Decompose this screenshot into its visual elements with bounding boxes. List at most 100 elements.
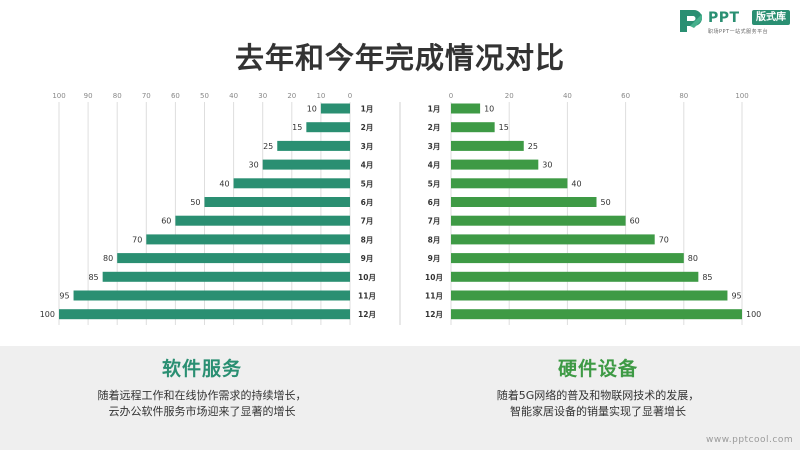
panel-hardware-title: 硬件设备 xyxy=(557,358,638,380)
right-bar xyxy=(451,197,597,207)
left-category-label: 3月 xyxy=(361,142,374,151)
left-data-label: 70 xyxy=(132,235,142,244)
right-data-label: 50 xyxy=(601,198,611,207)
left-bar xyxy=(102,271,351,282)
right-bar xyxy=(451,234,655,245)
right-tick-label: 40 xyxy=(563,92,572,100)
right-category-label: 9月 xyxy=(428,254,441,263)
right-category-label: 12月 xyxy=(425,310,443,319)
left-data-label: 85 xyxy=(88,273,98,282)
left-bar xyxy=(204,197,350,207)
left-bar xyxy=(306,122,350,133)
left-category-label: 6月 xyxy=(361,198,374,207)
page-title: 去年和今年完成情况对比 xyxy=(234,41,565,75)
left-bar xyxy=(117,253,350,264)
right-bar xyxy=(451,290,728,301)
right-category-label: 8月 xyxy=(428,235,441,244)
left-category-label: 11月 xyxy=(358,292,376,301)
panel-hardware-line-2: 智能家居设备的销量实现了显著增长 xyxy=(510,405,686,418)
right-category-label: 11月 xyxy=(425,292,443,301)
left-tick-label: 70 xyxy=(142,92,151,100)
left-category-label: 2月 xyxy=(361,123,374,132)
left-tick-label: 60 xyxy=(171,92,180,100)
brand-logo: PPT 版式库 职场PPT一站式服务平台 xyxy=(678,8,794,38)
left-category-label: 7月 xyxy=(361,217,374,226)
left-category-label: 10月 xyxy=(358,273,376,282)
right-data-label: 60 xyxy=(630,217,640,226)
right-bar xyxy=(451,253,684,264)
left-tick-label: 90 xyxy=(84,92,93,100)
left-tick-label: 30 xyxy=(258,92,267,100)
left-bar xyxy=(233,178,350,189)
left-tick-label: 10 xyxy=(316,92,325,100)
panel-software-text: 随着远程工作和在线协作需求的持续增长， 云办公软件服务市场迎来了显著的增长 xyxy=(52,388,352,420)
left-category-label: 8月 xyxy=(361,235,374,244)
right-data-label: 80 xyxy=(688,254,698,263)
footer-band xyxy=(0,346,800,450)
right-data-label: 85 xyxy=(702,273,712,282)
right-data-label: 25 xyxy=(528,142,538,151)
right-bar xyxy=(451,215,626,226)
panel-software-line-1: 随着远程工作和在线协作需求的持续增长， xyxy=(97,389,307,402)
right-category-label: 2月 xyxy=(428,123,441,132)
right-tick-label: 80 xyxy=(679,92,688,100)
right-category-label: 3月 xyxy=(428,142,441,151)
right-bar xyxy=(451,178,568,189)
right-category-label: 10月 xyxy=(425,273,443,282)
left-bar xyxy=(320,103,350,114)
right-data-label: 95 xyxy=(731,292,741,301)
left-data-label: 60 xyxy=(161,217,171,226)
right-data-label: 15 xyxy=(499,123,509,132)
left-tick-label: 100 xyxy=(52,92,65,100)
right-tick-label: 60 xyxy=(621,92,630,100)
right-category-label: 6月 xyxy=(428,198,441,207)
logo-text: PPT xyxy=(708,10,740,26)
left-data-label: 30 xyxy=(249,161,259,170)
panel-hardware-line-1: 随着5G网络的普及和物联网技术的发展， xyxy=(496,389,700,402)
left-bar xyxy=(277,140,350,151)
left-data-label: 15 xyxy=(292,123,302,132)
right-tick-label: 100 xyxy=(735,92,748,100)
left-data-label: 50 xyxy=(190,198,200,207)
left-bar xyxy=(175,215,350,226)
left-category-label: 5月 xyxy=(361,179,374,188)
left-data-label: 10 xyxy=(307,105,317,114)
left-category-label: 4月 xyxy=(361,161,374,170)
right-data-label: 70 xyxy=(659,235,669,244)
left-category-label: 12月 xyxy=(358,310,376,319)
right-bar xyxy=(451,309,742,320)
left-bar xyxy=(146,234,350,245)
right-data-label: 100 xyxy=(746,310,761,319)
left-data-label: 40 xyxy=(219,179,229,188)
logo-badge: 版式库 xyxy=(752,10,790,25)
left-data-label: 80 xyxy=(103,254,113,263)
right-bar xyxy=(451,103,481,114)
left-category-label: 9月 xyxy=(361,254,374,263)
right-category-label: 7月 xyxy=(428,217,441,226)
left-category-label: 1月 xyxy=(361,105,374,114)
right-bar xyxy=(451,140,524,151)
right-data-label: 40 xyxy=(571,179,581,188)
left-tick-label: 40 xyxy=(229,92,238,100)
site-url: www.pptcool.com xyxy=(706,435,794,445)
left-bar xyxy=(59,309,350,320)
logo-mark-icon xyxy=(680,10,702,32)
panel-software: 软件服务 随着远程工作和在线协作需求的持续增长， 云办公软件服务市场迎来了显著的… xyxy=(52,356,352,420)
left-data-label: 95 xyxy=(59,292,69,301)
right-category-label: 1月 xyxy=(428,105,441,114)
right-data-label: 30 xyxy=(542,161,552,170)
panel-hardware-text: 随着5G网络的普及和物联网技术的发展， 智能家居设备的销量实现了显著增长 xyxy=(448,388,748,420)
right-data-label: 10 xyxy=(484,105,494,114)
left-bar xyxy=(73,290,351,301)
left-tick-label: 0 xyxy=(348,92,352,100)
left-data-label: 25 xyxy=(263,142,273,151)
right-tick-label: 0 xyxy=(449,92,453,100)
right-bar xyxy=(451,159,539,170)
panel-hardware: 硬件设备 随着5G网络的普及和物联网技术的发展， 智能家居设备的销量实现了显著增… xyxy=(448,356,748,420)
left-tick-label: 50 xyxy=(200,92,209,100)
right-category-label: 4月 xyxy=(428,161,441,170)
logo-subtitle: 职场PPT一站式服务平台 xyxy=(708,29,769,35)
left-tick-label: 20 xyxy=(287,92,296,100)
left-data-label: 100 xyxy=(40,310,55,319)
